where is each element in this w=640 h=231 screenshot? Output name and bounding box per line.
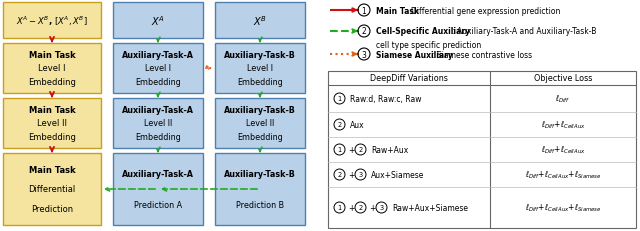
Text: $X^A$: $X^A$ — [151, 14, 165, 28]
Text: Auxiliary-Task-A: Auxiliary-Task-A — [122, 169, 194, 178]
Text: Aux+Siamese: Aux+Siamese — [371, 170, 424, 179]
Text: : Auxiliary-Task-A and Auxiliary-Task-B: : Auxiliary-Task-A and Auxiliary-Task-B — [452, 27, 596, 36]
Text: Level II: Level II — [144, 119, 172, 128]
Text: 2: 2 — [358, 147, 363, 153]
Text: cell type specific prediction: cell type specific prediction — [376, 40, 481, 49]
Text: Auxiliary-Task-A: Auxiliary-Task-A — [122, 51, 194, 60]
Text: Auxiliary-Task-B: Auxiliary-Task-B — [224, 51, 296, 60]
Text: $\ell_{Diff}$+$\ell_{CellAux}$+$\ell_{Siamese}$: $\ell_{Diff}$+$\ell_{CellAux}$+$\ell_{Si… — [525, 202, 602, 213]
Text: Embedding: Embedding — [28, 132, 76, 141]
Text: Level II: Level II — [246, 119, 274, 128]
Bar — [113, 44, 203, 94]
Bar — [215, 153, 305, 225]
Text: DeepDiff Variations: DeepDiff Variations — [370, 74, 448, 83]
Text: Embedding: Embedding — [135, 132, 181, 141]
Bar — [113, 99, 203, 148]
Bar — [113, 3, 203, 39]
Text: Auxiliary-Task-B: Auxiliary-Task-B — [224, 169, 296, 178]
Text: $X^B$: $X^B$ — [253, 14, 267, 28]
Text: +: + — [369, 203, 376, 212]
Text: $\ell_{Diff}$: $\ell_{Diff}$ — [556, 93, 571, 105]
Text: Embedding: Embedding — [135, 78, 181, 87]
Text: Raw:d, Raw:c, Raw: Raw:d, Raw:c, Raw — [350, 94, 422, 103]
Text: Auxiliary-Task-B: Auxiliary-Task-B — [224, 106, 296, 115]
Text: Embedding: Embedding — [28, 78, 76, 87]
Bar — [3, 153, 101, 225]
Text: : Siamese contrastive loss: : Siamese contrastive loss — [432, 50, 532, 59]
Text: Embedding: Embedding — [237, 132, 283, 141]
Text: Cell-Specific Auxiliary: Cell-Specific Auxiliary — [376, 27, 470, 36]
Text: Objective Loss: Objective Loss — [534, 74, 592, 83]
Bar — [3, 99, 101, 148]
Text: Embedding: Embedding — [237, 78, 283, 87]
Bar — [113, 153, 203, 225]
Text: Raw+Aux+Siamese: Raw+Aux+Siamese — [392, 203, 468, 212]
Text: Auxiliary-Task-A: Auxiliary-Task-A — [122, 106, 194, 115]
Text: 1: 1 — [337, 96, 342, 102]
Text: Level I: Level I — [38, 64, 66, 73]
Text: Prediction: Prediction — [31, 204, 73, 213]
Text: 2: 2 — [358, 205, 363, 211]
Bar — [215, 99, 305, 148]
Text: 3: 3 — [380, 205, 383, 211]
Text: +: + — [348, 145, 355, 154]
Text: +: + — [348, 203, 355, 212]
Text: Raw+Aux: Raw+Aux — [371, 145, 408, 154]
Bar — [328, 72, 636, 228]
Text: $\ell_{Diff}$+$\ell_{CellAux}$: $\ell_{Diff}$+$\ell_{CellAux}$ — [541, 144, 586, 155]
Text: Main Task: Main Task — [29, 106, 76, 115]
Text: Prediction A: Prediction A — [134, 201, 182, 210]
Text: Main Task: Main Task — [29, 51, 76, 60]
Text: 2: 2 — [337, 122, 342, 128]
Text: 1: 1 — [337, 205, 342, 211]
Bar — [3, 44, 101, 94]
Text: $X^A - X^B$, $[X^A,X^B]$: $X^A - X^B$, $[X^A,X^B]$ — [16, 14, 88, 27]
Bar — [215, 44, 305, 94]
Text: Siamese Auxiliary: Siamese Auxiliary — [376, 50, 453, 59]
Text: 1: 1 — [362, 6, 366, 15]
Text: Aux: Aux — [350, 121, 365, 129]
Text: Differential: Differential — [28, 185, 76, 194]
Text: 2: 2 — [337, 172, 342, 178]
Text: Level I: Level I — [145, 64, 171, 73]
Text: $\ell_{Diff}$+$\ell_{CellAux}$: $\ell_{Diff}$+$\ell_{CellAux}$ — [541, 119, 586, 131]
Text: 3: 3 — [362, 50, 367, 59]
Text: 2: 2 — [362, 27, 366, 36]
Bar — [215, 3, 305, 39]
Text: : Differential gene expression prediction: : Differential gene expression predictio… — [406, 6, 560, 15]
Text: Prediction B: Prediction B — [236, 201, 284, 210]
Text: 3: 3 — [358, 172, 363, 178]
Text: Level II: Level II — [37, 119, 67, 128]
Text: 1: 1 — [337, 147, 342, 153]
Text: +: + — [348, 170, 355, 179]
Bar — [3, 3, 101, 39]
Text: $\ell_{Diff}$+$\ell_{CellAux}$+$\ell_{Siamese}$: $\ell_{Diff}$+$\ell_{CellAux}$+$\ell_{Si… — [525, 169, 602, 180]
Text: Level I: Level I — [247, 64, 273, 73]
Text: Main Task: Main Task — [376, 6, 419, 15]
Text: Main Task: Main Task — [29, 165, 76, 174]
